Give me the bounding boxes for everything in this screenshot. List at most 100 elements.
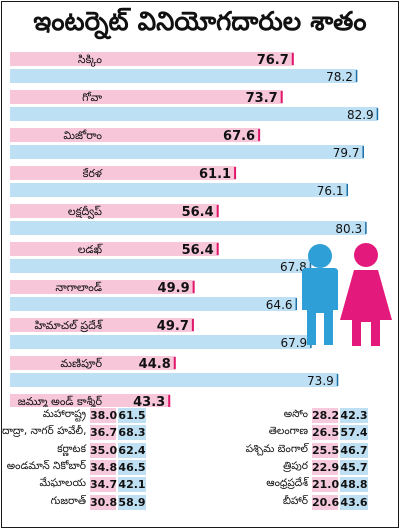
chart-title: ఇంటర్నెట్ వినియోగదారుల శాతం	[33, 7, 367, 37]
value-pink-3: 61.1	[199, 167, 231, 182]
table-row: త్రిపుర 22.9 45.7	[202, 459, 370, 476]
bar-pink-8	[10, 356, 176, 370]
state-name: గుజరాత్	[50, 494, 86, 507]
bar-pink-tick-5	[216, 243, 219, 255]
value-pink-6: 49.9	[158, 281, 190, 296]
bar-pink-0	[10, 52, 294, 66]
value-cell-blue: 42.1	[118, 477, 146, 493]
value-pink-8: 44.8	[139, 357, 171, 372]
value-cell-pink: 34.8	[90, 460, 118, 476]
value-cell-pink: 38.0	[90, 408, 118, 424]
state-name: మహారాష్ట్ర	[42, 408, 86, 421]
bar-pink-6	[10, 280, 195, 294]
male-head-icon	[308, 244, 332, 268]
value-cell-blue: 57.4	[340, 425, 368, 441]
category-label-7: హిమాచల్ ప్రదేశ్	[35, 319, 104, 333]
value-cell-blue: 43.6	[340, 494, 368, 510]
state-name: త్రిపుర	[283, 460, 308, 473]
value-cell-pink: 35.0	[90, 442, 118, 458]
value-cell-pink: 21.0	[312, 477, 340, 493]
state-name: అండమాన్ నికోబార్	[6, 460, 86, 473]
bar-blue-6	[10, 297, 297, 311]
value-cell-blue: 46.7	[340, 442, 368, 458]
table-row: మహారాష్ట్ర 38.0 61.5	[2, 407, 148, 424]
table-row: గుజరాత్ 30.8 58.9	[2, 493, 148, 510]
table-row: ఆంధ్రప్రదేశ్ 21.0 48.8	[202, 476, 370, 493]
value-pink-7: 49.7	[157, 319, 189, 334]
state-name: మేఘాలయ	[39, 477, 86, 490]
value-cell-pink: 36.7	[90, 425, 118, 441]
category-label-9: జమ్మూ అండ్ కాశ్మీర్	[18, 395, 103, 407]
value-pink-5: 56.4	[182, 243, 214, 258]
state-name: తెలంగాణ	[268, 425, 308, 438]
value-blue-0: 78.2	[326, 70, 353, 84]
bar-blue-tick-4	[365, 222, 367, 234]
value-cell-blue: 42.3	[340, 408, 368, 424]
male-icon	[302, 268, 338, 345]
bar-pink-tick-6	[192, 281, 195, 293]
table-row: అండమాన్ నికోబార్ 34.8 46.5	[2, 459, 148, 476]
bar-blue-4	[10, 221, 367, 235]
value-pink-2: 67.6	[223, 129, 255, 144]
value-cell-pink: 26.5	[312, 425, 340, 441]
bar-pink-tick-2	[258, 129, 261, 141]
table-row: దాద్రా, నాగర్ హవేలీ, డయ్యూ డామన్36.768.3	[2, 424, 148, 441]
value-cell-pink: 20.6	[312, 494, 340, 510]
value-pink-9: 43.3	[133, 395, 165, 407]
state-name: పశ్చిమ బెంగాల్	[245, 442, 308, 455]
bar-pink-7	[10, 318, 194, 332]
bar-blue-0	[10, 69, 357, 83]
state-name: అసోం	[283, 408, 308, 421]
bar-blue-tick-2	[362, 146, 364, 158]
state-name: దాద్రా, నాగర్ హవేలీ, డయ్యూ డామన్	[2, 425, 90, 438]
category-label-6: నాగాలాండ్	[55, 281, 102, 294]
category-label-0: సిక్కిం	[78, 53, 103, 67]
value-cell-blue: 68.3	[118, 425, 146, 441]
bar-blue-tick-5	[309, 260, 312, 272]
bar-blue-tick-1	[376, 108, 379, 120]
category-label-4: లక్షద్వీప్	[68, 205, 102, 219]
bar-pink-2	[10, 128, 261, 142]
bar-blue-3	[10, 183, 348, 197]
value-blue-6: 64.6	[266, 298, 293, 312]
bar-pink-tick-4	[216, 205, 219, 217]
table-left: మహారాష్ట్ర38.061.5దాద్రా, నాగర్ హవేలీ, డ…	[2, 407, 148, 511]
value-cell-blue: 62.4	[118, 442, 146, 458]
bar-blue-tick-8	[336, 374, 339, 386]
value-cell-blue: 45.7	[340, 460, 368, 476]
bar-blue-7	[10, 335, 312, 349]
value-cell-pink: 30.8	[90, 494, 118, 510]
category-label-3: కేరళ	[83, 167, 103, 180]
bar-blue-tick-3	[346, 184, 349, 196]
value-pink-1: 73.7	[246, 91, 278, 106]
bar-blue-2	[10, 145, 364, 159]
value-blue-8: 73.9	[307, 374, 334, 388]
bar-pink-tick-1	[280, 91, 283, 103]
bar-pink-tick-9	[168, 395, 171, 407]
state-name: ఆంధ్రప్రదేశ్	[266, 477, 308, 490]
bar-blue-tick-6	[295, 298, 298, 310]
value-blue-7: 67.9	[280, 336, 307, 350]
category-label-2: మిజోరాం	[63, 129, 102, 142]
table-row: కర్ణాటక 35.0 62.4	[2, 442, 148, 459]
value-cell-pink: 34.7	[90, 477, 118, 493]
state-name: కర్ణాటక	[57, 442, 86, 455]
value-blue-2: 79.7	[333, 146, 360, 160]
bar-pink-tick-0	[291, 53, 294, 65]
bar-blue-5	[10, 259, 311, 273]
bar-pink-tick-3	[234, 167, 237, 179]
category-label-8: మణిపూర్	[60, 357, 102, 370]
value-blue-4: 80.3	[335, 222, 362, 236]
bar-pink-4	[10, 204, 219, 218]
bar-pink-1	[10, 90, 283, 104]
bar-blue-8	[10, 373, 338, 387]
bar-pink-tick-8	[173, 357, 176, 369]
bar-pink-tick-7	[191, 319, 194, 331]
value-cell-pink: 22.9	[312, 460, 340, 476]
table-row: మేఘాలయ 34.7 42.1	[2, 476, 148, 493]
value-blue-3: 76.1	[317, 184, 344, 198]
table-row: అసోం 28.2 42.3	[202, 407, 370, 424]
state-name: బీహార్	[282, 494, 308, 507]
table-right: అసోం 28.2 42.3 తెలంగాణ 26.5 57.4 పశ్చిమ బెంగాల…	[202, 407, 370, 511]
